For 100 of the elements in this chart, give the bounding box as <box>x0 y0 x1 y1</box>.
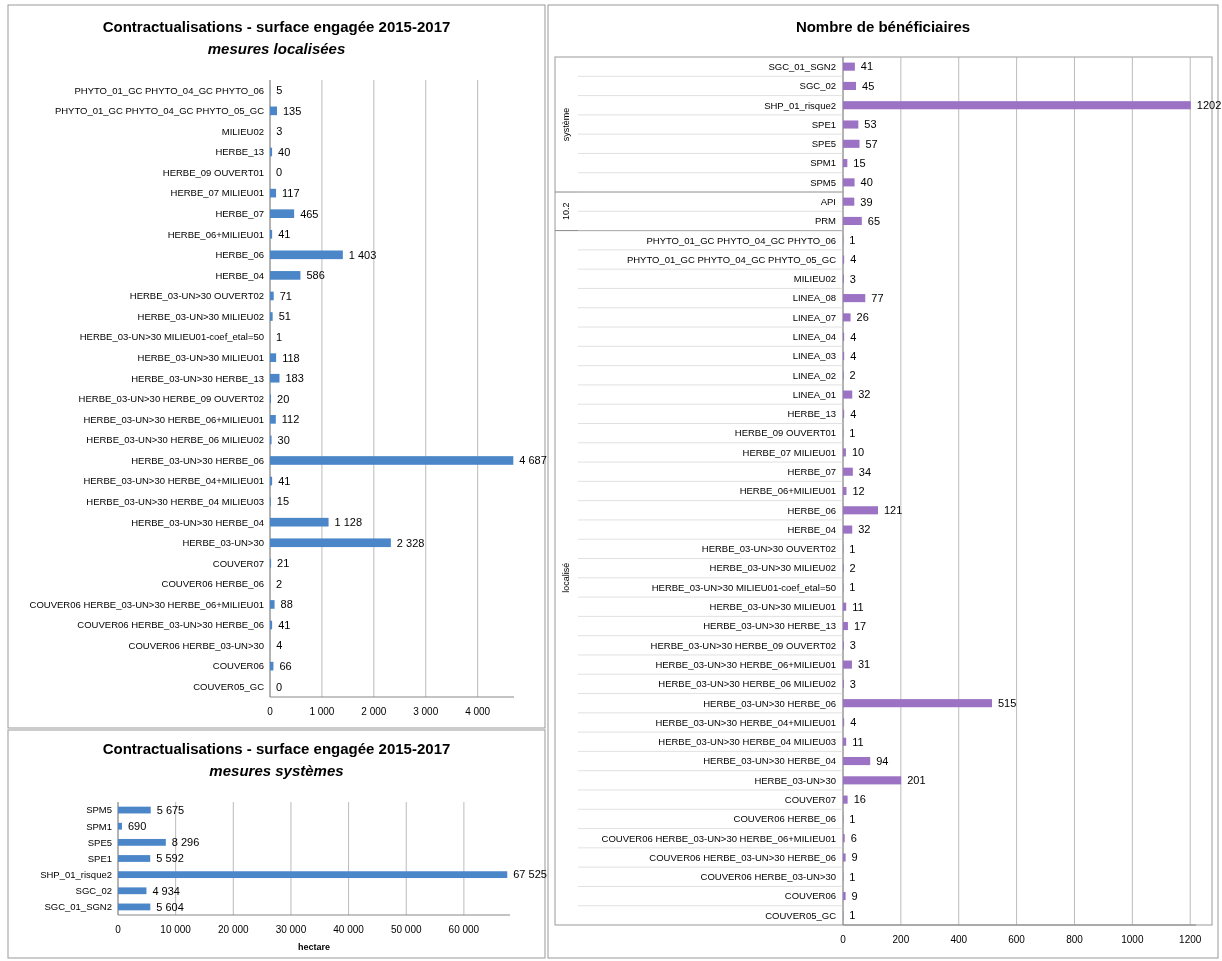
data-label: 40 <box>278 145 291 158</box>
chart-title: Contractualisations - surface engagée 2015-2017 <box>102 18 451 35</box>
data-label: 31 <box>857 658 871 671</box>
y-tick-label: HERBE_07 MILIEU01 <box>170 187 264 199</box>
data-label: 26 <box>856 311 869 324</box>
data-label: 1202 <box>1196 99 1222 112</box>
y-tick-label: HERBE_06+MILIEU01 <box>167 228 264 240</box>
data-label: 77 <box>871 291 884 304</box>
data-label: 183 <box>285 372 304 385</box>
x-tick-label: 3 000 <box>413 706 439 717</box>
data-label: 5 675 <box>156 803 185 816</box>
y-tick-label: LINEA_01 <box>792 388 836 400</box>
y-tick-label: SPM1 <box>810 157 836 169</box>
x-tick-label: 40 000 <box>333 924 365 935</box>
y-tick-label: COUVER07 <box>212 557 264 569</box>
y-tick-label: COUVER06 HERBE_03-UN>30 <box>700 871 836 883</box>
data-label: 118 <box>282 351 300 364</box>
y-tick-label: LINEA_08 <box>792 292 836 304</box>
data-label: 5 604 <box>156 900 184 913</box>
x-tick-label: 600 <box>1008 934 1026 945</box>
y-tick-label: SGC_01_SGN2 <box>44 901 112 913</box>
y-tick-label: HERBE_03-UN>30 OUVERT02 <box>701 543 836 555</box>
data-label: 3 <box>849 677 856 690</box>
y-tick-label: HERBE_03-UN>30 MILIEU01-coef_etal=50 <box>79 331 264 343</box>
data-label: 1 403 <box>348 248 377 261</box>
y-tick-label: HERBE_03-UN>30 HERBE_13 <box>703 620 836 632</box>
y-tick-label: HERBE_07 <box>215 208 264 220</box>
y-tick-label: LINEA_04 <box>792 331 836 343</box>
y-tick-label: HERBE_09 OUVERT01 <box>734 427 836 439</box>
data-label: 40 <box>860 176 873 189</box>
y-tick-label: COUVER06 HERBE_03-UN>30 HERBE_06 <box>649 851 836 863</box>
data-label: 112 <box>281 413 300 426</box>
data-label: 45 <box>862 79 875 92</box>
data-label: 66 <box>279 660 292 672</box>
y-tick-label: SPM5 <box>810 176 836 188</box>
data-label: 8 296 <box>171 836 200 849</box>
x-tick-label: 30 000 <box>275 924 307 935</box>
data-label: 20 <box>277 392 290 405</box>
y-tick-label: HERBE_03-UN>30 HERBE_04+MILIEU01 <box>83 475 264 487</box>
data-label: 4 934 <box>152 884 180 897</box>
x-tick-label: 0 <box>267 706 274 717</box>
data-label: 1 <box>849 812 856 825</box>
x-tick-label: 4 000 <box>465 706 491 717</box>
y-tick-label: COUVER06 <box>212 660 264 672</box>
y-tick-label: SPM5 <box>86 804 112 816</box>
chart-title: Contractualisations - surface engagée 2015-2017 <box>102 740 451 757</box>
data-label: 41 <box>860 60 874 73</box>
data-label: 3 <box>849 272 856 285</box>
y-tick-label: HERBE_03-UN>30 HERBE_06 MILIEU02 <box>658 678 836 690</box>
x-tick-label: 50 000 <box>390 924 422 935</box>
y-tick-label: SGC_01_SGN2 <box>768 60 836 72</box>
y-tick-label: HERBE_07 <box>787 466 836 478</box>
text: système <box>561 107 572 142</box>
y-tick-label: HERBE_03-UN>30 HERBE_09 OUVERT02 <box>78 393 264 405</box>
data-label: 4 687 <box>519 454 547 467</box>
y-tick-label: HERBE_03-UN>30 HERBE_04+MILIEU01 <box>655 716 836 728</box>
y-tick-label: HERBE_06 <box>215 249 264 261</box>
y-tick-label: SPE1 <box>811 118 836 130</box>
y-tick-label: HERBE_03-UN>30 HERBE_13 <box>131 372 264 384</box>
y-tick-label: HERBE_03-UN>30 HERBE_04 MILIEU03 <box>658 736 836 748</box>
x-tick-label: 1000 <box>1121 934 1144 945</box>
data-label: 2 <box>849 369 856 382</box>
data-label: 690 <box>127 820 147 833</box>
data-label: 6 <box>850 832 857 845</box>
y-tick-label: HERBE_03-UN>30 HERBE_06 <box>703 697 836 709</box>
y-tick-label: MILIEU02 <box>221 125 264 137</box>
data-label: 9 <box>851 851 858 864</box>
data-label: 41 <box>278 474 291 487</box>
y-tick-label: HERBE_03-UN>30 HERBE_06 <box>131 454 264 466</box>
x-tick-label: 20 000 <box>218 924 250 935</box>
y-tick-label: HERBE_03-UN>30 OUVERT02 <box>129 290 264 302</box>
y-tick-label: COUVER06 HERBE_03-UN>30 HERBE_06+MILIEU01 <box>601 832 836 844</box>
data-label: 2 328 <box>396 536 425 549</box>
data-label: 94 <box>876 754 889 767</box>
y-tick-label: HERBE_03-UN>30 HERBE_06+MILIEU01 <box>83 413 264 425</box>
y-tick-label: MILIEU02 <box>793 273 836 285</box>
y-tick-label: HERBE_03-UN>30 HERBE_04 MILIEU03 <box>86 495 264 507</box>
y-tick-label: COUVER06 HERBE_06 <box>161 578 264 590</box>
x-tick-label: 400 <box>950 934 968 945</box>
data-label: 9 <box>851 889 858 902</box>
x-tick-label: 1200 <box>1179 934 1202 945</box>
y-tick-label: SPE5 <box>87 836 112 848</box>
data-label: 4 <box>850 716 857 729</box>
x-tick-label: 10 000 <box>160 924 192 935</box>
y-tick-label: COUVER05_GC <box>765 909 837 921</box>
data-label: 17 <box>853 619 867 632</box>
y-tick-label: HERBE_06 <box>787 504 836 516</box>
data-label: 32 <box>858 388 871 401</box>
data-label: 117 <box>282 186 300 199</box>
data-label: 0 <box>276 680 283 693</box>
data-label: 16 <box>853 793 866 806</box>
y-tick-label: HERBE_04 <box>215 269 264 281</box>
data-label: 1 <box>849 581 856 594</box>
data-label: 1 128 <box>334 516 363 529</box>
y-tick-label: HERBE_06+MILIEU01 <box>739 485 836 497</box>
y-tick-label: SHP_01_risque2 <box>40 868 112 880</box>
y-tick-label: SGC_02 <box>75 885 112 897</box>
y-tick-label: HERBE_03-UN>30 MILIEU01 <box>137 351 264 363</box>
y-tick-label: HERBE_03-UN>30 HERBE_04 <box>131 516 264 528</box>
data-label: 12 <box>852 484 865 497</box>
